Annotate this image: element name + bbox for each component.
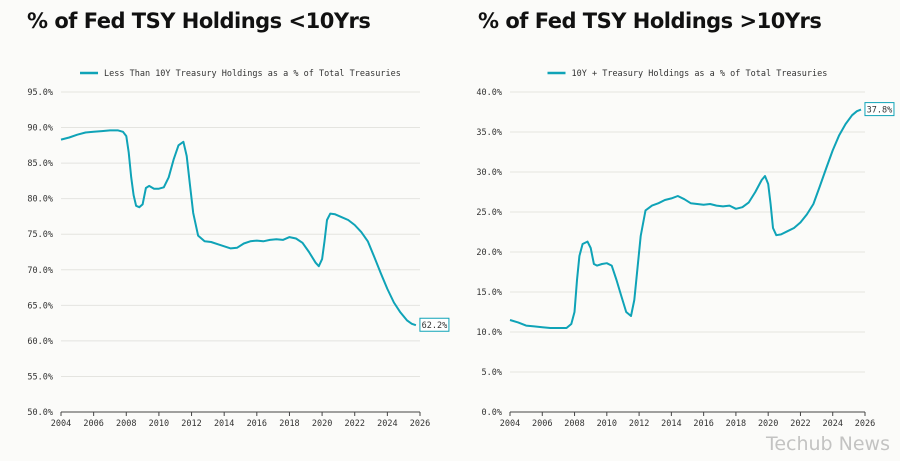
x-tick-label: 2008 [564,419,584,429]
y-tick-label: 15.0% [476,288,502,298]
series-line [509,108,862,329]
end-value-box [864,102,895,117]
end-value-label: 37.8% [867,106,893,116]
x-tick-label: 2016 [247,419,267,429]
chart-plot-right: 40.0% 35.0% 30.0% 25.0% 20.0% 15.0% 10.0% 5.0% 0… [476,69,895,429]
x-tick-label: 2006 [83,419,103,429]
chart-panel-right: % of Fed TSY Holdings >10Yrs 40.0% 35.0% 3… [450,0,900,461]
y-tick-label: 35.0% [476,128,502,138]
end-value-label: 62.2% [422,321,448,331]
watermark-text: Techub News [765,433,890,455]
x-tick-label: 2004 [51,419,71,429]
chart-plot-left: 95.0% 90.0% 85.0% 80.0% 75.0% 70.0% 65.0% 60.0%… [27,69,450,429]
x-tick-label: 2022 [790,419,810,429]
y-tick-label: 90.0% [27,124,53,134]
y-tick-label: 50.0% [27,408,53,418]
y-tick-label: 25.0% [476,208,502,218]
y-tick-label: 20.0% [476,248,502,258]
legend-label: Less Than 10Y Treasury Holdings as a % o… [104,69,401,79]
y-tick-label: 95.0% [27,88,53,98]
chart-title: % of Fed TSY Holdings >10Yrs [478,9,822,33]
x-tick-label: 2004 [500,419,520,429]
x-tick-label: 2016 [693,419,713,429]
x-tick-label: 2012 [181,419,201,429]
y-tick-label: 65.0% [27,301,53,311]
y-tick-label: 85.0% [27,159,53,169]
chart-panel-left: % of Fed TSY Holdings <10Yrs 95.0% 90.0% 8… [27,9,450,429]
y-tick-label: 10.0% [476,328,502,338]
y-tick-label: 60.0% [27,337,53,347]
y-tick-label: 80.0% [27,195,53,205]
x-tick-label: 2010 [597,419,617,429]
x-tick-label: 2026 [855,419,875,429]
y-tick-label: 70.0% [27,266,53,276]
y-tick-label: 5.0% [482,368,502,378]
x-tick-label: 2020 [312,419,332,429]
x-tick-label: 2024 [377,419,397,429]
x-tick-label: 2022 [344,419,364,429]
series-line [60,129,417,327]
y-tick-label: 30.0% [476,168,502,178]
x-tick-label: 2014 [214,419,234,429]
x-tick-label: 2020 [758,419,778,429]
x-tick-label: 2010 [149,419,169,429]
x-tick-label: 2024 [822,419,842,429]
x-tick-label: 2012 [629,419,649,429]
end-value-box [419,317,450,332]
x-tick-label: 2006 [532,419,552,429]
x-tick-label: 2018 [279,419,299,429]
x-tick-label: 2026 [410,419,430,429]
x-tick-label: 2014 [661,419,681,429]
y-tick-label: 0.0% [482,408,502,418]
legend-label: 10Y + Treasury Holdings as a % of Total … [572,69,828,79]
x-tick-label: 2018 [726,419,746,429]
y-tick-label: 55.0% [27,372,53,382]
y-tick-label: 75.0% [27,230,53,240]
chart-title: % of Fed TSY Holdings <10Yrs [27,9,371,33]
y-tick-label: 40.0% [476,88,502,98]
x-tick-label: 2008 [116,419,136,429]
